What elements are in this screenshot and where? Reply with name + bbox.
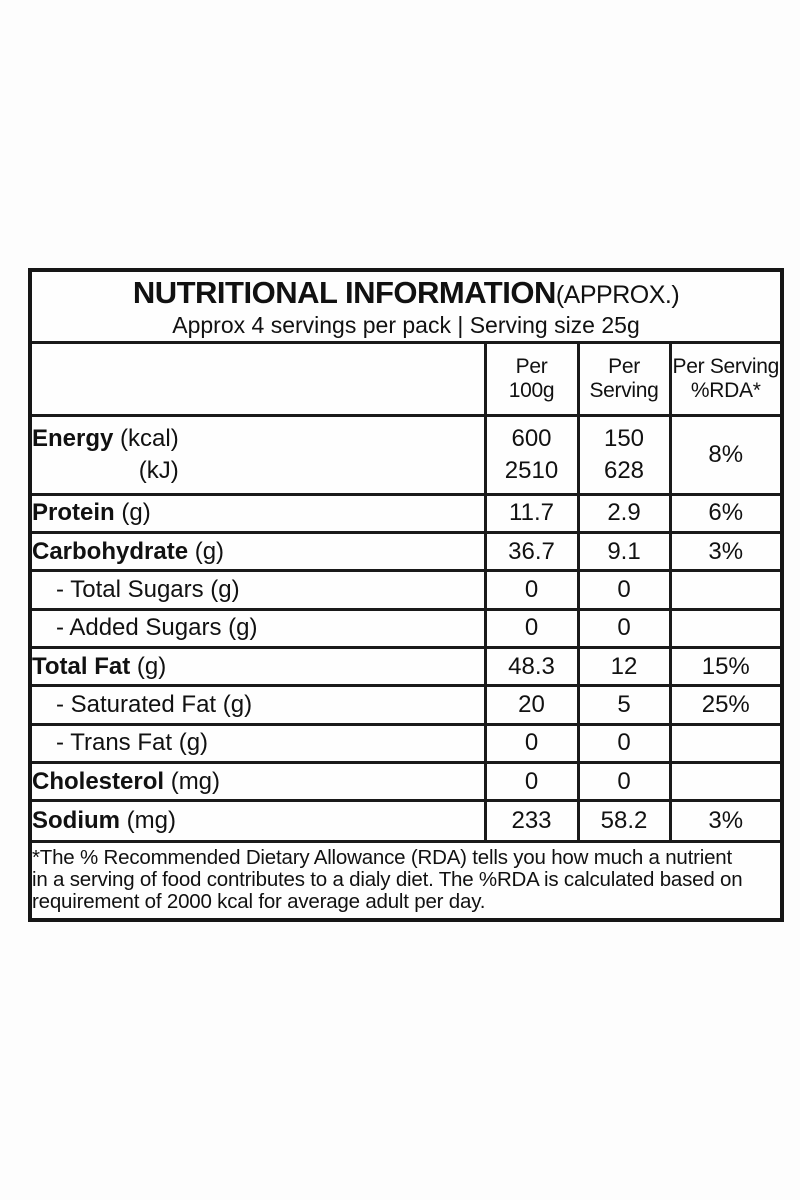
nutrient-unit: (g)	[130, 652, 167, 680]
value-per-serving: 0	[576, 722, 672, 764]
col-header-line: %RDA*	[690, 378, 761, 402]
nutrient-name: - Total Sugars (g)	[56, 575, 240, 603]
col-header-line: Per Serving	[672, 354, 780, 378]
nutrient-name: Total Fat	[32, 652, 131, 680]
nutrient-unit: (mg)	[164, 767, 221, 795]
nutrient-name: Carbohydrate	[32, 537, 189, 565]
value-rda	[668, 760, 784, 803]
value-per-100g: 48.3	[483, 645, 580, 688]
value-per-serving: 5	[576, 684, 672, 726]
value-per-100g: 36.7	[483, 530, 580, 573]
nutrition-table: NUTRITIONAL INFORMATION(APPROX.) Approx …	[28, 268, 784, 922]
value-line: 150	[603, 424, 645, 452]
row-saturated-fat: - Saturated Fat (g) 20 5 25%	[28, 684, 784, 726]
nutrient-unit: (kcal)	[113, 424, 179, 452]
column-header-per-serving: Per Serving	[576, 341, 672, 417]
value-per-serving: 58.2	[576, 799, 672, 843]
footnote-line: requirement of 2000 kcal for average adu…	[32, 890, 486, 914]
row-sodium: Sodium (mg) 233 58.2 3%	[28, 799, 784, 843]
row-total-fat: Total Fat (g) 48.3 12 15%	[28, 645, 784, 688]
value-per-serving: 12	[576, 645, 672, 688]
value-rda	[668, 569, 784, 611]
column-header-per-100g: Per 100g	[483, 341, 580, 417]
value-per-100g: 11.7	[483, 492, 580, 534]
nutrient-unit: (g)	[188, 537, 225, 565]
value-line: 628	[603, 456, 645, 484]
column-header-rda: Per Serving %RDA*	[668, 341, 784, 417]
col-header-line: Per	[515, 354, 548, 378]
rda-footnote: *The % Recommended Dietary Allowance (RD…	[28, 839, 784, 922]
row-cholesterol: Cholesterol (mg) 0 0	[28, 760, 784, 803]
value-per-serving: 0	[576, 760, 672, 803]
nutrient-unit-line2: (kJ)	[138, 456, 179, 484]
value-rda: 6%	[668, 492, 784, 534]
col-header-line: 100g	[508, 378, 555, 402]
nutrient-name: Sodium	[32, 806, 120, 834]
title-approx: (APPROX.)	[555, 280, 680, 309]
value-per-serving: 150 628	[576, 413, 672, 496]
value-rda: 25%	[668, 684, 784, 726]
nutrient-label: - Saturated Fat (g)	[28, 684, 487, 726]
nutrient-name: - Added Sugars (g)	[56, 614, 258, 642]
value-line: 600	[511, 424, 552, 452]
value-per-serving: 0	[576, 569, 672, 611]
nutrient-label: Cholesterol (mg)	[28, 760, 487, 803]
value-rda: 8%	[668, 413, 784, 496]
value-rda	[668, 607, 784, 649]
footnote-line: in a serving of food contributes to a di…	[32, 868, 743, 892]
value-rda	[668, 722, 784, 764]
nutrient-label: Protein (g)	[28, 492, 487, 534]
nutrient-unit: (g)	[114, 499, 151, 527]
col-header-line: Per	[608, 354, 640, 378]
serving-info: Approx 4 servings per pack | Serving siz…	[172, 311, 640, 338]
value-per-100g: 0	[483, 722, 580, 764]
nutrient-label: Energy (kcal) (kJ)	[28, 413, 487, 496]
row-energy: Energy (kcal) (kJ) 600 2510 150 628 8%	[28, 413, 784, 496]
nutrient-label: Total Fat (g)	[28, 645, 487, 688]
nutrient-label: - Added Sugars (g)	[28, 607, 487, 649]
value-per-100g: 0	[483, 569, 580, 611]
nutrient-name: Cholesterol	[32, 767, 165, 795]
value-per-100g: 0	[483, 760, 580, 803]
row-added-sugars: - Added Sugars (g) 0 0	[28, 607, 784, 649]
value-per-100g: 20	[483, 684, 580, 726]
nutrient-name: - Trans Fat (g)	[56, 729, 209, 757]
value-per-serving: 0	[576, 607, 672, 649]
row-protein: Protein (g) 11.7 2.9 6%	[28, 492, 784, 534]
row-carbohydrate: Carbohydrate (g) 36.7 9.1 3%	[28, 530, 784, 573]
title-text: NUTRITIONAL INFORMATION	[132, 274, 557, 310]
value-rda: 15%	[668, 645, 784, 688]
page-title: NUTRITIONAL INFORMATION(APPROX.)	[32, 274, 780, 312]
footnote-line: *The % Recommended Dietary Allowance (RD…	[32, 846, 732, 870]
nutrient-unit: (mg)	[120, 806, 176, 834]
title-row: NUTRITIONAL INFORMATION(APPROX.) Approx …	[28, 268, 784, 345]
value-per-100g: 600 2510	[483, 413, 580, 496]
value-per-100g: 0	[483, 607, 580, 649]
row-total-sugars: - Total Sugars (g) 0 0	[28, 569, 784, 611]
value-rda: 3%	[668, 799, 784, 843]
value-per-serving: 9.1	[576, 530, 672, 573]
nutrition-label: NUTRITIONAL INFORMATION(APPROX.) Approx …	[28, 268, 784, 922]
column-header-blank	[28, 341, 487, 417]
col-header-line: Serving	[589, 378, 659, 402]
nutrient-label: Sodium (mg)	[28, 799, 487, 843]
title-cell: NUTRITIONAL INFORMATION(APPROX.) Approx …	[28, 268, 784, 345]
row-trans-fat: - Trans Fat (g) 0 0	[28, 722, 784, 764]
value-per-serving: 2.9	[576, 492, 672, 534]
value-rda: 3%	[668, 530, 784, 573]
nutrient-label: - Total Sugars (g)	[28, 569, 487, 611]
nutrient-name: - Saturated Fat (g)	[56, 690, 253, 718]
nutrient-name: Energy	[32, 424, 114, 452]
nutrient-label: - Trans Fat (g)	[28, 722, 487, 764]
nutrient-name: Protein	[32, 499, 115, 527]
value-line: 2510	[504, 456, 559, 484]
column-header-row: Per 100g Per Serving Per Serving %RDA*	[28, 341, 784, 417]
nutrient-label: Carbohydrate (g)	[28, 530, 487, 573]
value-per-100g: 233	[483, 799, 580, 843]
footnote-row: *The % Recommended Dietary Allowance (RD…	[28, 839, 784, 922]
